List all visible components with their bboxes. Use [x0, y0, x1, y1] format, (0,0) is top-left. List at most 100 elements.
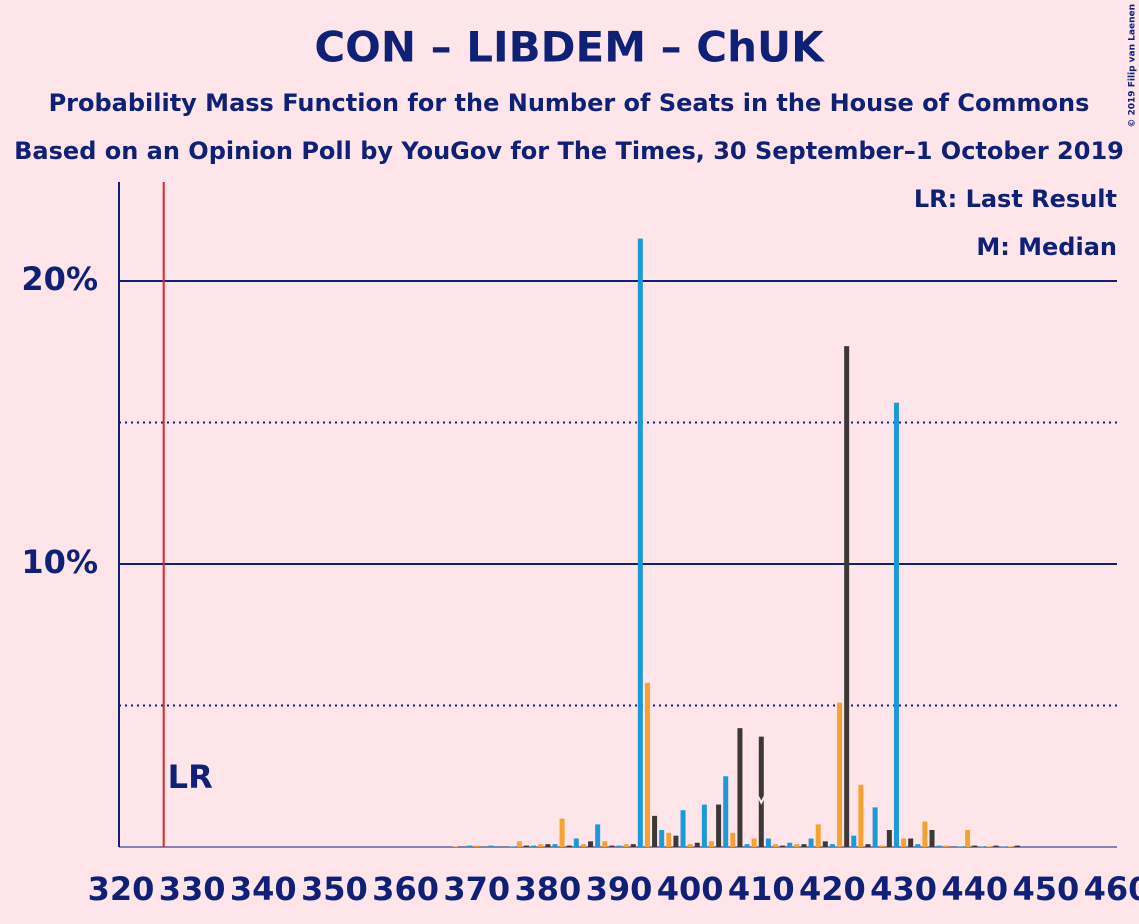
bar — [524, 845, 530, 847]
bar — [687, 844, 693, 847]
x-tick-label: 450 — [1012, 870, 1079, 908]
bar — [787, 842, 793, 847]
bar — [950, 846, 956, 847]
bar — [901, 838, 907, 847]
bar — [694, 842, 700, 847]
chart-subtitle: Probability Mass Function for the Number… — [49, 89, 1090, 117]
bar — [488, 845, 494, 847]
x-tick-label: 370 — [443, 870, 510, 908]
bar — [730, 832, 736, 847]
bar — [765, 838, 771, 847]
bar — [808, 838, 814, 847]
bar — [815, 824, 821, 847]
bar — [1007, 846, 1013, 847]
bar — [467, 845, 473, 847]
bar — [595, 824, 601, 847]
x-tick-label: 350 — [301, 870, 368, 908]
chart-title: CON – LIBDEM – ChUK — [314, 23, 825, 72]
bar — [929, 830, 935, 847]
bar — [509, 846, 515, 847]
bar — [673, 835, 679, 847]
credit: © 2019 Filip van Laenen — [1128, 4, 1138, 128]
x-tick-label: 320 — [88, 870, 155, 908]
x-tick-label: 380 — [514, 870, 581, 908]
bar — [965, 830, 971, 847]
chart-subtitle: Based on an Opinion Poll by YouGov for T… — [14, 137, 1124, 165]
bar — [915, 844, 921, 847]
bar — [701, 804, 707, 847]
bar — [602, 841, 608, 847]
bar — [794, 844, 800, 847]
x-tick-label: 330 — [159, 870, 226, 908]
bar — [644, 682, 650, 847]
bar — [552, 844, 558, 847]
bar — [659, 830, 665, 847]
bar — [531, 845, 537, 847]
bar — [559, 818, 565, 847]
bar — [737, 728, 743, 847]
last-result-label: LR — [168, 758, 213, 796]
x-tick-label: 410 — [728, 870, 795, 908]
y-tick-label: 10% — [21, 543, 98, 581]
bar — [751, 838, 757, 847]
bar — [893, 402, 899, 847]
bar — [1014, 845, 1020, 847]
bar — [1000, 846, 1006, 847]
bar — [545, 844, 551, 847]
bar — [723, 776, 729, 847]
bar — [580, 844, 586, 847]
bar — [908, 838, 914, 847]
x-tick-label: 360 — [372, 870, 439, 908]
bar — [957, 846, 963, 847]
bar — [844, 346, 850, 847]
bar — [879, 845, 885, 847]
bar — [993, 845, 999, 847]
x-tick-label: 430 — [870, 870, 937, 908]
bar — [516, 841, 522, 847]
bar — [780, 845, 786, 847]
bar — [616, 845, 622, 847]
x-tick-label: 340 — [230, 870, 297, 908]
bar — [652, 815, 658, 847]
bar — [801, 844, 807, 847]
x-tick-label: 390 — [586, 870, 653, 908]
legend-entry: LR: Last Result — [914, 185, 1117, 213]
bar — [637, 238, 643, 847]
bar — [680, 810, 686, 847]
bar — [972, 845, 978, 847]
bar — [716, 804, 722, 847]
bar — [829, 844, 835, 847]
bar — [744, 844, 750, 847]
bar — [474, 845, 480, 847]
y-tick-label: 20% — [21, 260, 98, 298]
bar — [588, 841, 594, 847]
bar — [886, 830, 892, 847]
bar — [630, 844, 636, 847]
bar — [666, 832, 672, 847]
bar — [452, 846, 458, 847]
bar — [936, 845, 942, 847]
legend-entry: M: Median — [976, 233, 1117, 261]
bar — [502, 846, 508, 847]
bar — [773, 844, 779, 847]
x-tick-label: 400 — [657, 870, 724, 908]
bar — [573, 838, 579, 847]
bar — [822, 841, 828, 847]
bar — [986, 846, 992, 847]
x-tick-label: 460 — [1084, 870, 1139, 908]
bar — [538, 844, 544, 847]
bar — [979, 846, 985, 847]
bar — [609, 845, 615, 847]
bar — [858, 784, 864, 847]
bar — [623, 844, 629, 847]
bar — [758, 736, 764, 847]
bar — [922, 821, 928, 847]
bar — [566, 845, 572, 847]
x-tick-label: 440 — [941, 870, 1008, 908]
x-tick-label: 420 — [799, 870, 866, 908]
bar — [851, 835, 857, 847]
bar — [943, 845, 949, 847]
median-marker — [757, 796, 766, 805]
bar — [708, 841, 714, 847]
